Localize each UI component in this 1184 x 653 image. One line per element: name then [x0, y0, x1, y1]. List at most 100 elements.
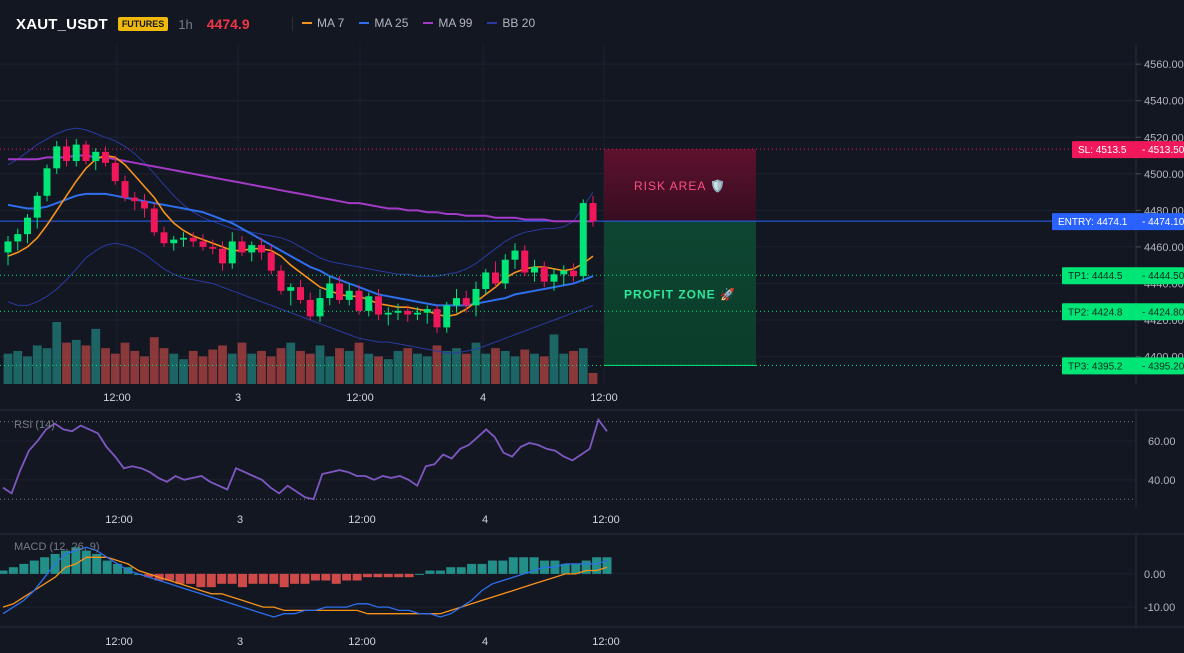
- sl-tag-label: SL: 4513.5: [1078, 145, 1127, 156]
- candle: [443, 305, 451, 328]
- volume-bar: [159, 348, 169, 384]
- volume-bar: [305, 353, 315, 384]
- macd-histogram-bar: [258, 573, 268, 584]
- price-time-label: 3: [235, 392, 241, 404]
- volume-bar: [315, 345, 325, 384]
- macd-histogram-bar: [0, 570, 8, 574]
- entry-tag-value: - 4474.10: [1142, 217, 1184, 228]
- volume-bar: [549, 334, 559, 384]
- macd-histogram-bar: [508, 557, 518, 574]
- candle: [482, 272, 490, 289]
- rsi-axis-label: 40.00: [1148, 475, 1176, 487]
- candle: [131, 197, 139, 202]
- symbol-name[interactable]: XAUT_USDT: [16, 15, 108, 33]
- candle: [375, 296, 382, 315]
- macd-time-label: 3: [237, 636, 243, 648]
- volume-bar: [452, 348, 461, 384]
- candle: [570, 270, 577, 277]
- macd-histogram-bar: [206, 573, 216, 588]
- legend-bb20-swatch: [487, 22, 498, 24]
- rsi-time-label: 12:00: [348, 514, 376, 526]
- futures-badge: FUTURES: [117, 17, 169, 31]
- volume-bar: [218, 345, 227, 384]
- volume-bar: [539, 356, 549, 384]
- tp-tag-value: - 4444.50: [1142, 271, 1184, 282]
- macd-time-label: 12:00: [348, 636, 376, 648]
- tp-tag-label: TP3: 4395.2: [1068, 361, 1123, 372]
- volume-bar: [520, 349, 530, 384]
- legend-divider: [292, 17, 293, 31]
- tp-tag-value: - 4395.20: [1142, 361, 1184, 372]
- candle: [589, 203, 597, 222]
- entry-tag-label: ENTRY: 4474.1: [1058, 217, 1128, 228]
- volume-bar: [344, 350, 354, 384]
- macd-histogram-bar: [175, 573, 185, 584]
- legend-ma7-swatch: [302, 22, 312, 24]
- candle: [102, 151, 109, 163]
- legend-ma99-label: MA 99: [438, 16, 473, 30]
- volume-bar: [578, 348, 588, 384]
- candle: [326, 283, 334, 299]
- legend-bb20[interactable]: BB 20: [487, 16, 535, 30]
- macd-histogram-bar: [467, 563, 477, 574]
- volume-bar: [432, 345, 442, 384]
- price-axis-label: 4500.00: [1144, 169, 1184, 181]
- volume-bar: [52, 322, 62, 384]
- volume-bar: [413, 353, 422, 384]
- macd-histogram-bar: [92, 553, 102, 574]
- legend-ma7[interactable]: MA 7: [302, 16, 344, 30]
- candle: [501, 259, 509, 284]
- candle: [365, 296, 373, 311]
- timeframe-label[interactable]: 1h: [178, 16, 193, 32]
- volume-bar: [569, 350, 578, 384]
- legend-ma25[interactable]: MA 25: [359, 16, 408, 30]
- sl-tag-value: - 4513.50: [1142, 145, 1184, 156]
- rsi-axis-label: 60.00: [1148, 436, 1176, 448]
- legend-ma7-label: MA 7: [317, 16, 345, 30]
- candle: [316, 298, 324, 317]
- candle: [550, 274, 558, 282]
- volume-bar: [71, 339, 81, 384]
- macd-histogram-bar: [477, 563, 487, 574]
- volume-bar: [461, 353, 471, 384]
- candle: [404, 310, 412, 315]
- candle: [248, 245, 256, 253]
- volume-bar: [364, 353, 374, 384]
- rsi-time-label: 4: [482, 514, 488, 526]
- legend-bb20-label: BB 20: [502, 16, 536, 30]
- volume-bar: [286, 342, 296, 384]
- macd-histogram-bar: [415, 573, 425, 575]
- candle: [72, 144, 80, 162]
- volume-bar: [491, 348, 500, 384]
- legend-ma99-swatch: [423, 22, 434, 24]
- volume-bar: [169, 353, 179, 384]
- tp-tag-value: - 4424.80: [1142, 307, 1184, 318]
- volume-bar: [130, 350, 140, 384]
- macd-histogram-bar: [269, 573, 279, 584]
- volume-bar: [354, 342, 364, 384]
- macd-histogram-bar: [113, 563, 123, 574]
- candle: [24, 217, 31, 235]
- macd-histogram-bar: [238, 573, 248, 588]
- volume-bar: [91, 328, 101, 384]
- volume-bar: [422, 356, 432, 384]
- rsi-label: RSI (14): [14, 419, 55, 431]
- macd-histogram-bar: [560, 563, 570, 574]
- macd-histogram-bar: [446, 567, 456, 574]
- macd-histogram-bar: [217, 573, 227, 584]
- volume-bar: [23, 356, 32, 384]
- legend-ma99[interactable]: MA 99: [423, 16, 472, 30]
- macd-label: MACD (12, 26, 9): [14, 541, 100, 553]
- macd-histogram-bar: [196, 573, 206, 588]
- candle: [258, 245, 265, 253]
- volume-bar: [257, 350, 266, 384]
- macd-histogram-bar: [456, 567, 466, 574]
- candle: [43, 168, 51, 196]
- risk-area-zone: [604, 149, 756, 222]
- rsi-time-label: 3: [237, 514, 243, 526]
- candle: [521, 250, 529, 273]
- volume-bar: [403, 348, 413, 384]
- volume-bar: [32, 345, 42, 384]
- candle: [238, 241, 246, 253]
